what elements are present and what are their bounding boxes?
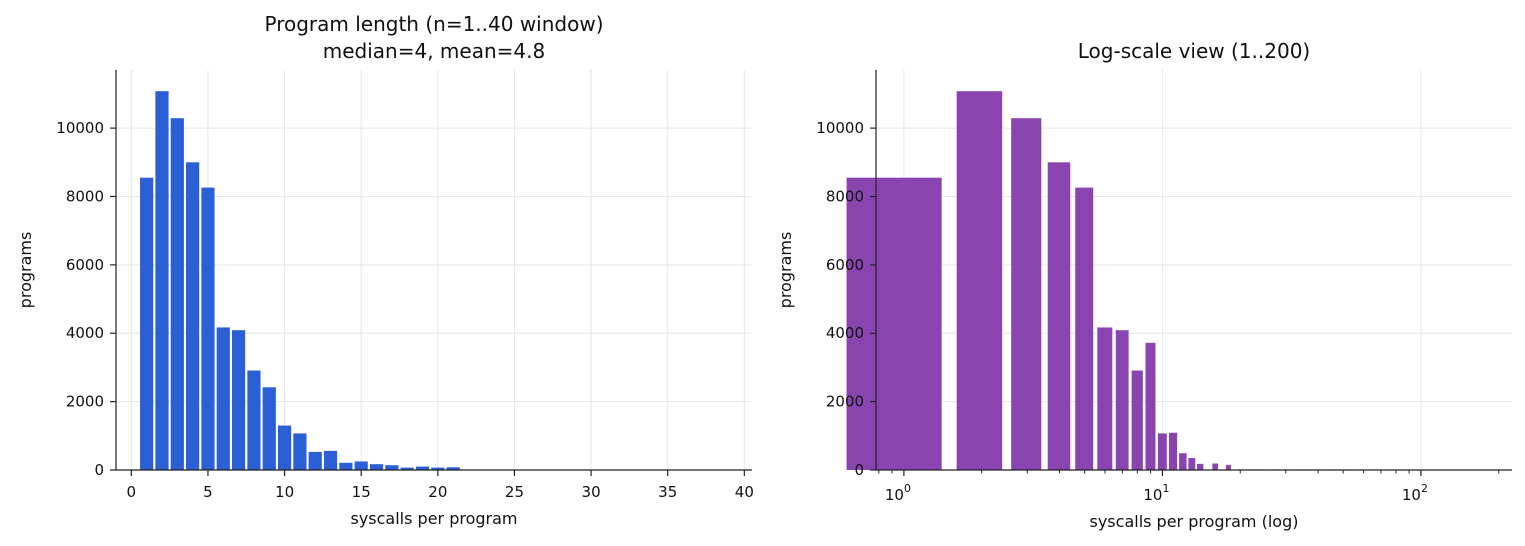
y-tick-label: 4000 [66, 324, 104, 342]
y-tick-label: 6000 [66, 256, 104, 274]
bar [1212, 463, 1218, 470]
y-axis-label: programs [16, 232, 35, 309]
bar [201, 187, 215, 470]
bar [369, 464, 384, 470]
x-tick-label: 35 [658, 483, 677, 501]
x-tick-label: 102 [1402, 482, 1428, 504]
x-axis-label: syscalls per program (log) [1090, 512, 1299, 531]
chart-title: Log-scale view (1..200) [1078, 39, 1310, 63]
chart-title: Program length (n=1..40 window) [264, 12, 603, 36]
bar [1196, 463, 1204, 470]
bar [1188, 458, 1196, 470]
bar [323, 450, 338, 470]
bar [400, 467, 414, 470]
y-tick-label: 2000 [826, 393, 864, 411]
x-tick-label: 0 [127, 483, 137, 501]
bar [431, 467, 445, 470]
x-tick-label: 20 [428, 483, 447, 501]
chart-subtitle: median=4, mean=4.8 [323, 39, 545, 63]
x-tick-label: 15 [352, 483, 371, 501]
bar [385, 465, 399, 470]
x-tick-label: 40 [735, 483, 754, 501]
bar [1047, 162, 1071, 471]
y-tick-label: 10000 [56, 119, 104, 137]
bars [140, 91, 460, 471]
bar [247, 370, 261, 470]
bar [1075, 187, 1094, 470]
bar [170, 118, 184, 470]
axis-ticks: 0 2000 4000 6000 8000 10000 100 101 102 [816, 119, 1500, 504]
y-tick-label: 4000 [826, 324, 864, 342]
bar [415, 466, 430, 470]
y-tick-label: 6000 [826, 256, 864, 274]
x-tick-label: 101 [1143, 482, 1169, 504]
bar [1179, 453, 1187, 470]
y-axis-label: programs [776, 232, 795, 309]
bar [1131, 370, 1143, 470]
x-tick-label: 5 [203, 483, 213, 501]
x-tick-label: 30 [582, 483, 601, 501]
bar [1145, 342, 1156, 470]
x-tick-label: 100 [885, 482, 911, 504]
bar [1011, 118, 1042, 470]
bar [354, 461, 368, 470]
y-tick-label: 10000 [816, 119, 864, 137]
bar [155, 91, 169, 470]
bar [186, 162, 200, 471]
bar [446, 467, 460, 470]
y-tick-label: 8000 [826, 187, 864, 205]
bars [846, 91, 1499, 471]
bar [293, 433, 307, 470]
bar [140, 177, 154, 470]
y-tick-label: 0 [854, 461, 864, 479]
bar [1097, 327, 1113, 470]
y-tick-label: 0 [94, 461, 104, 479]
bar [277, 425, 292, 470]
bar [216, 327, 230, 470]
bar [308, 451, 322, 470]
y-tick-label: 8000 [66, 187, 104, 205]
bar [1115, 330, 1129, 470]
grid-lines [116, 70, 752, 471]
chart-log-scale: Log-scale view (1..200) 0 2000 4000 6000 800… [776, 39, 1512, 531]
x-tick-label: 25 [505, 483, 524, 501]
bar [339, 462, 353, 470]
axis-ticks: 0 2000 4000 6000 8000 10000 0 5 10 15 20 25 30 35 40 [56, 119, 754, 501]
y-tick-label: 2000 [66, 393, 104, 411]
x-axis-label: syscalls per program [350, 509, 517, 528]
bar [1225, 464, 1231, 470]
bar [846, 177, 942, 470]
bar [1168, 432, 1178, 470]
bar [262, 387, 276, 470]
chart-program-length: Program length (n=1..40 window) median=4… [16, 12, 754, 528]
x-tick-label: 10 [275, 483, 294, 501]
bar [1157, 433, 1167, 470]
bar [956, 91, 1003, 470]
bar [232, 330, 246, 470]
